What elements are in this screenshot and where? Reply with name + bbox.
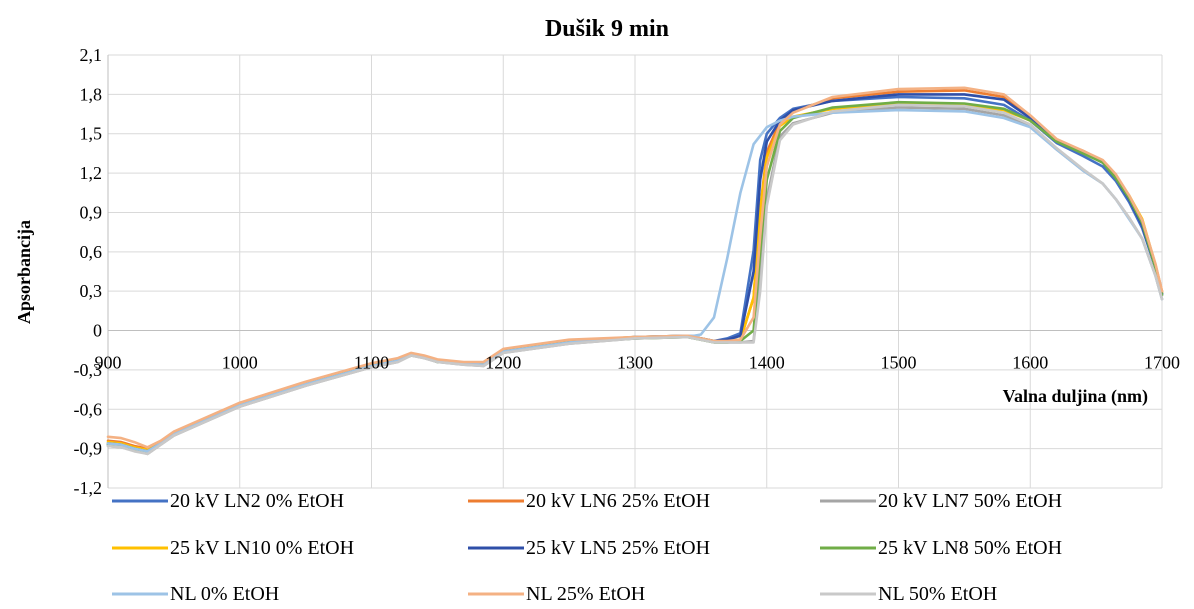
- y-tick-label-7: 0,9: [80, 202, 103, 222]
- y-tick-label-3: -0,3: [74, 360, 103, 380]
- y-tick-label-10: 1,8: [80, 84, 103, 104]
- x-tick-label-8: 1700: [1144, 353, 1180, 373]
- legend-label-4: 25 kV LN5 25% EtOH: [526, 537, 710, 559]
- x-tick-label-1: 1000: [222, 353, 258, 373]
- y-tick-label-6: 0,6: [80, 242, 103, 262]
- legend-label-3: 25 kV LN10 0% EtOH: [170, 537, 354, 559]
- series-line-7: [106, 86, 1164, 449]
- legend-label-5: 25 kV LN8 50% EtOH: [878, 537, 1062, 559]
- x-tick-label-7: 1600: [1012, 353, 1048, 373]
- chart-title: Dušik 9 min: [545, 16, 669, 42]
- legend-label-7: NL 25% EtOH: [526, 583, 645, 605]
- x-axis-label: Valna duljina (nm): [1003, 386, 1148, 407]
- legend: 20 kV LN2 0% EtOH 20 kV LN6 25% EtOH 20 kV…: [112, 490, 1062, 605]
- legend-label-1: 20 kV LN6 25% EtOH: [526, 490, 710, 512]
- y-tick-label-4: 0: [93, 321, 102, 341]
- grid: [108, 54, 1163, 489]
- x-tick-label-6: 1500: [881, 353, 917, 373]
- y-tick-label-8: 1,2: [80, 163, 103, 183]
- series-line-8: [106, 103, 1164, 456]
- y-tick-label-11: 2,1: [80, 45, 103, 65]
- y-tick-label-0: -1,2: [74, 478, 103, 498]
- axes: [107, 55, 1162, 488]
- legend-label-6: NL 0% EtOH: [170, 583, 279, 605]
- x-tick-label-2: 1100: [354, 353, 389, 373]
- y-tick-label-5: 0,3: [80, 281, 103, 301]
- x-tick-label-5: 1400: [749, 353, 785, 373]
- y-tick-label-9: 1,5: [80, 124, 103, 144]
- legend-label-0: 20 kV LN2 0% EtOH: [170, 490, 344, 512]
- y-tick-label-1: -0,9: [74, 439, 103, 459]
- series-layer: [106, 86, 1164, 456]
- y-axis-label: Apsorbancija: [14, 220, 34, 324]
- x-tick-label-0: 900: [95, 353, 122, 373]
- legend-label-8: NL 50% EtOH: [878, 583, 997, 605]
- x-tick-label-3: 1200: [485, 353, 521, 373]
- legend-label-2: 20 kV LN7 50% EtOH: [878, 490, 1062, 512]
- y-tick-label-2: -0,6: [74, 399, 103, 419]
- tick-labels: -1,2 -0,9 -0,6 -0,3 0 0,3 0,6 0,9 1,2 1,5 1,8 2,1 90…: [74, 45, 1181, 498]
- x-tick-label-4: 1300: [617, 353, 653, 373]
